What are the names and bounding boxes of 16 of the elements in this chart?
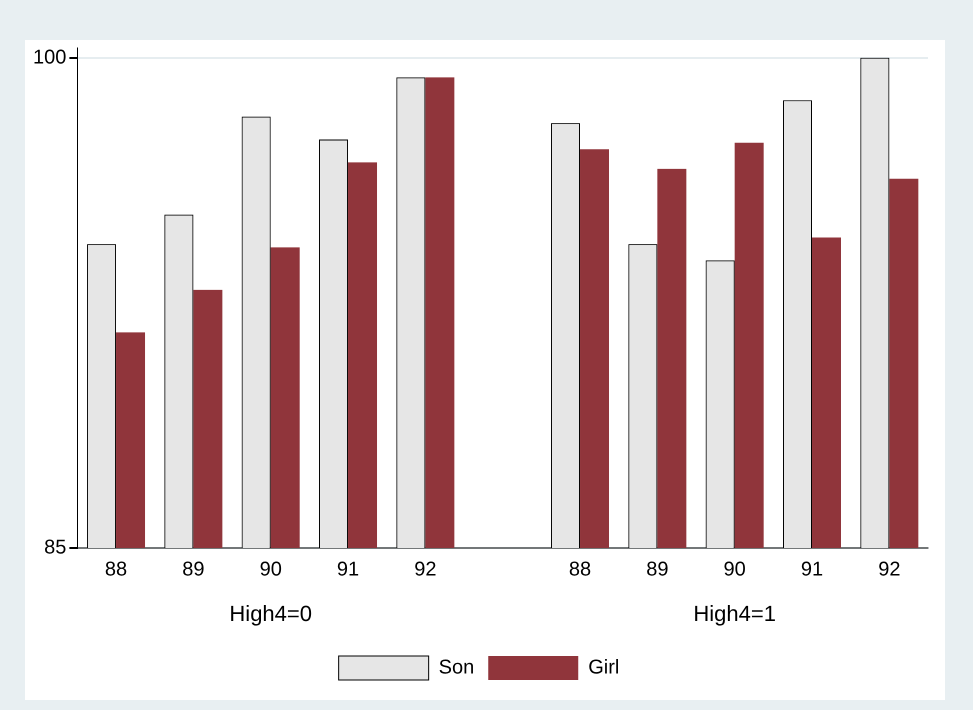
x-tick-label: 90 <box>724 558 746 581</box>
x-tick-label: 89 <box>646 558 668 581</box>
y-tick-label: 100 <box>32 46 66 68</box>
x-tick-label: 91 <box>336 558 360 581</box>
x-tick-label: 92 <box>878 558 900 581</box>
text: High4=0 <box>229 601 312 626</box>
x-tick-label: 92 <box>414 558 436 581</box>
legend-label: Son <box>438 656 474 679</box>
x-tick-label: 88 <box>104 558 128 581</box>
y-tick-label: 85 <box>44 536 66 559</box>
x-tick-label: 90 <box>260 558 282 581</box>
x-tick-label: 91 <box>800 558 824 581</box>
legend-label: Girl <box>588 656 620 679</box>
x-tick-label: 89 <box>182 558 204 581</box>
x-tick-label: 88 <box>568 558 592 581</box>
text: High4=1 <box>693 601 776 626</box>
